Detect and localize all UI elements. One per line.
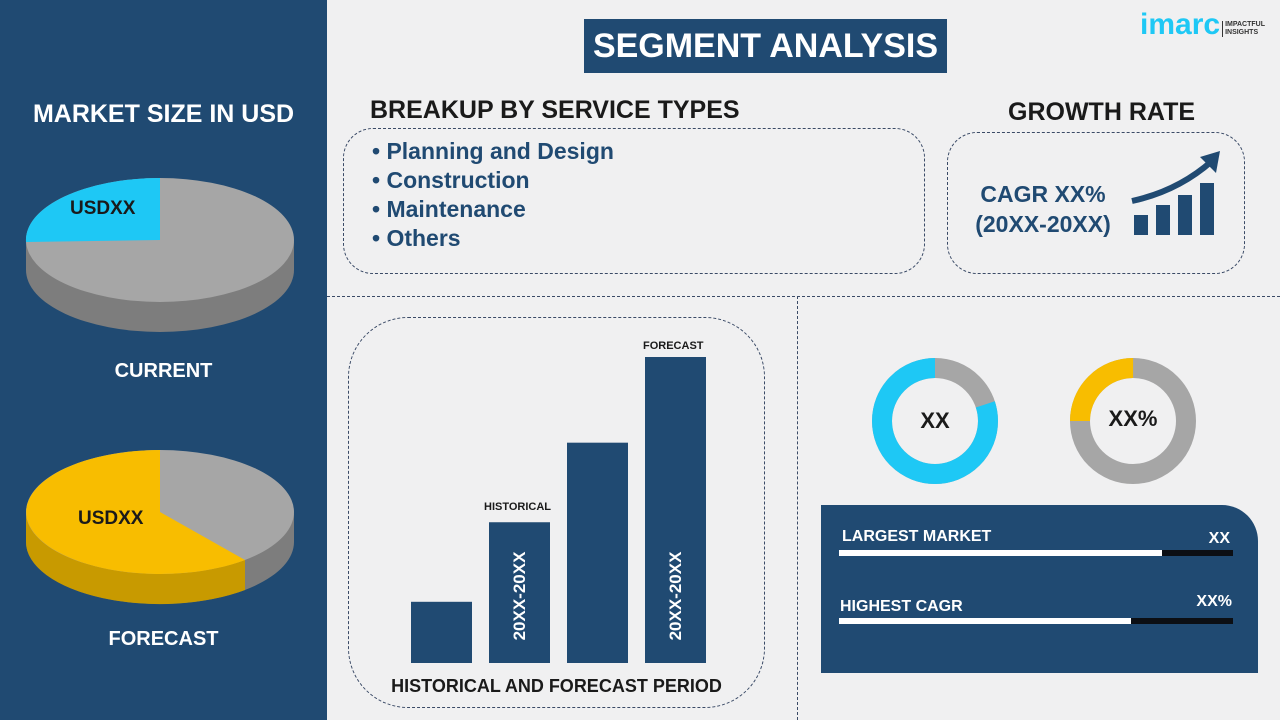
service-item: • Others [372, 225, 461, 251]
highest-cagr-bar [839, 618, 1233, 624]
growth-heading: GROWTH RATE [1008, 98, 1196, 126]
donut-chart-1 [872, 358, 998, 484]
largest-market-bar [839, 550, 1233, 556]
forecast-range: 20XX-20XX [666, 551, 685, 641]
service-types-box: • Planning and Design • Construction • M… [343, 128, 925, 274]
current-value: USDXX [70, 198, 136, 219]
stats-panel: LARGEST MARKET XX HIGHEST CAGR XX% [821, 505, 1258, 673]
donut-chart-2 [1070, 358, 1196, 484]
service-item: • Construction [372, 167, 530, 193]
highest-cagr-value: XX% [1196, 593, 1232, 610]
historical-range: 20XX-20XX [510, 551, 529, 641]
period-bar [411, 601, 472, 663]
current-label: CURRENT [114, 360, 213, 382]
period-bar [489, 522, 550, 663]
cagr-value: CAGR XX% [980, 181, 1106, 207]
donut-1-value: XX [920, 408, 950, 433]
forecast-pie-slice [26, 450, 245, 574]
cagr-period: (20XX-20XX) [975, 211, 1111, 237]
forecast-label: FORECAST [108, 628, 219, 650]
largest-market-label: LARGEST MARKET [842, 528, 992, 545]
period-chart-caption: HISTORICAL AND FORECAST PERIOD [391, 676, 722, 696]
page-title: SEGMENT ANALYSIS [584, 19, 947, 73]
period-bar [645, 357, 706, 663]
forecast-label-chart: FORECAST [643, 340, 704, 352]
imarc-logo: imarc IMPACTFUL INSIGHTS [1140, 8, 1265, 41]
donut-segment [872, 358, 998, 484]
donut-2-value: XX% [1108, 406, 1158, 431]
service-item: • Maintenance [372, 196, 526, 222]
current-pie-slice [25, 177, 161, 242]
forecast-value: USDXX [78, 508, 144, 529]
divider [327, 296, 1280, 297]
service-types-heading: BREAKUP BY SERVICE TYPES [370, 96, 740, 124]
largest-market-value: XX [1208, 530, 1230, 547]
growth-chart-icon [1131, 151, 1220, 235]
service-item: • Planning and Design [372, 138, 614, 164]
current-pie [25, 177, 294, 332]
forecast-pie [25, 450, 294, 605]
donut-segment [1070, 358, 1196, 484]
period-bar-chart [411, 357, 706, 663]
market-size-panel: MARKET SIZE IN USD USDXX CURRENT USDXX F… [0, 0, 327, 720]
period-bar [567, 442, 628, 663]
market-size-heading: MARKET SIZE IN USD [32, 100, 295, 128]
period-chart-box [348, 317, 765, 708]
growth-box: CAGR XX% (20XX-20XX) [947, 132, 1245, 274]
divider [797, 296, 798, 720]
highest-cagr-label: HIGHEST CAGR [840, 598, 963, 615]
historical-label: HISTORICAL [484, 501, 552, 513]
